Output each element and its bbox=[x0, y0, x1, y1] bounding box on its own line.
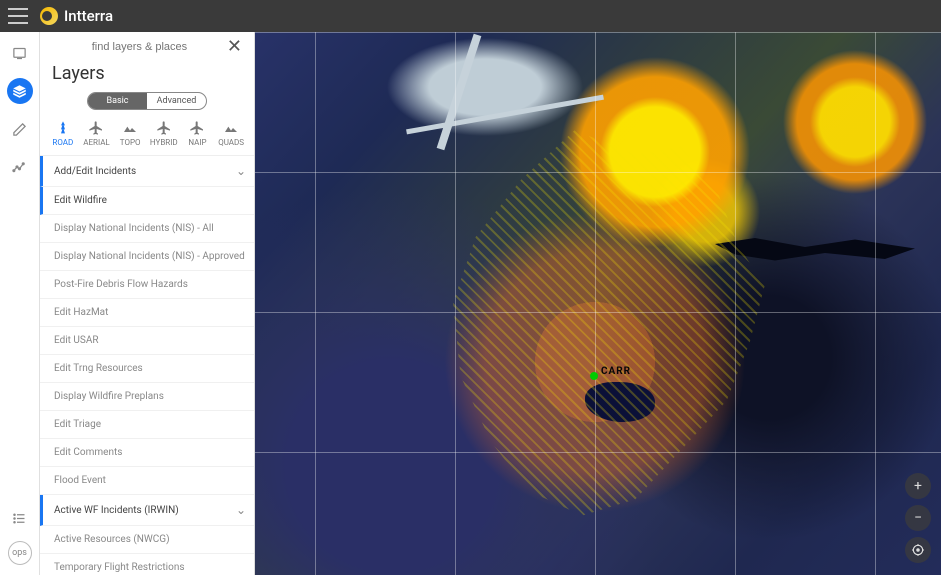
basemap-naip[interactable]: NAIP bbox=[181, 120, 213, 147]
app-header: Intterra bbox=[0, 0, 941, 32]
layer-label: Edit Wildfire bbox=[54, 195, 107, 206]
layer-item[interactable]: Display National Incidents (NIS) - All bbox=[40, 215, 254, 243]
basemap-quads[interactable]: QUADS bbox=[215, 120, 247, 147]
layer-label: Display National Incidents (NIS) - All bbox=[54, 223, 214, 234]
layer-label: Display Wildfire Preplans bbox=[54, 391, 164, 402]
chevron-down-icon: ⌄ bbox=[236, 503, 246, 517]
map-controls: + − bbox=[905, 473, 931, 563]
layer-item[interactable]: Active Resources (NWCG) bbox=[40, 526, 254, 554]
mode-toggle[interactable]: Basic Advanced bbox=[87, 92, 207, 110]
layer-label: Edit Trng Resources bbox=[54, 363, 143, 374]
locate-button[interactable] bbox=[905, 537, 931, 563]
basemap-topo[interactable]: TOPO bbox=[114, 120, 146, 147]
basemap-label: AERIAL bbox=[83, 138, 109, 147]
layer-label: Active Resources (NWCG) bbox=[54, 534, 170, 545]
layer-item[interactable]: Edit HazMat bbox=[40, 299, 254, 327]
layer-item[interactable]: Edit Wildfire bbox=[40, 187, 254, 215]
layer-label: Edit Comments bbox=[54, 447, 122, 458]
nav-layers[interactable] bbox=[7, 78, 33, 104]
basemap-label: ROAD bbox=[52, 138, 73, 147]
layer-item[interactable]: Edit USAR bbox=[40, 327, 254, 355]
layer-item[interactable]: Post-Fire Debris Flow Hazards bbox=[40, 271, 254, 299]
layer-label: Display National Incidents (NIS) - Appro… bbox=[54, 251, 245, 262]
nav-rail: ops bbox=[0, 32, 40, 575]
incident-marker[interactable] bbox=[590, 372, 598, 380]
basemap-label: QUADS bbox=[218, 138, 244, 147]
nav-list[interactable] bbox=[7, 505, 33, 531]
nav-analytics[interactable] bbox=[7, 154, 33, 180]
layer-item[interactable]: Temporary Flight Restrictions bbox=[40, 554, 254, 575]
layer-item[interactable]: Active WF Incidents (IRWIN) ⌄ bbox=[40, 495, 254, 526]
mode-basic[interactable]: Basic bbox=[88, 93, 147, 109]
layer-item[interactable]: Display Wildfire Preplans bbox=[40, 383, 254, 411]
layer-item[interactable]: Flood Event bbox=[40, 467, 254, 495]
close-icon[interactable]: ✕ bbox=[223, 36, 246, 57]
basemap-aerial[interactable]: AERIAL bbox=[80, 120, 112, 147]
app-logo: Intterra bbox=[40, 7, 113, 25]
map-grid bbox=[255, 32, 941, 575]
menu-icon[interactable] bbox=[8, 8, 28, 24]
layer-label: Edit USAR bbox=[54, 335, 99, 346]
layer-item[interactable]: Edit Comments bbox=[40, 439, 254, 467]
app-name: Intterra bbox=[64, 7, 113, 25]
basemap-label: NAIP bbox=[188, 138, 206, 147]
layer-label: Edit HazMat bbox=[54, 307, 108, 318]
chevron-down-icon: ⌄ bbox=[236, 164, 246, 178]
nav-edit[interactable] bbox=[7, 116, 33, 142]
layer-label: Active WF Incidents (IRWIN) bbox=[54, 505, 179, 516]
mode-advanced[interactable]: Advanced bbox=[147, 93, 206, 109]
layer-label: Flood Event bbox=[54, 475, 106, 486]
layer-label: Edit Triage bbox=[54, 419, 101, 430]
logo-swirl-icon bbox=[40, 7, 58, 25]
layers-panel: ✕ Layers Basic Advanced ROAD AERIAL TOPO HY… bbox=[40, 32, 255, 575]
incident-label: CARR bbox=[601, 366, 631, 377]
basemap-label: HYBRID bbox=[150, 138, 178, 147]
basemap-road[interactable]: ROAD bbox=[47, 120, 79, 147]
layer-label: Temporary Flight Restrictions bbox=[54, 562, 185, 573]
zoom-out-button[interactable]: − bbox=[905, 505, 931, 531]
zoom-in-button[interactable]: + bbox=[905, 473, 931, 499]
basemap-row: ROAD AERIAL TOPO HYBRID NAIP QUADS bbox=[40, 120, 254, 156]
layer-label: Add/Edit Incidents bbox=[54, 166, 136, 177]
layer-item[interactable]: Display National Incidents (NIS) - Appro… bbox=[40, 243, 254, 271]
layer-item[interactable]: Add/Edit Incidents ⌄ bbox=[40, 156, 254, 187]
nav-briefing[interactable] bbox=[7, 40, 33, 66]
layer-label: Post-Fire Debris Flow Hazards bbox=[54, 279, 188, 290]
layer-item[interactable]: Edit Triage bbox=[40, 411, 254, 439]
basemap-label: TOPO bbox=[120, 138, 141, 147]
nav-ops[interactable]: ops bbox=[8, 541, 32, 565]
search-input[interactable] bbox=[56, 41, 223, 53]
layer-item[interactable]: Edit Trng Resources bbox=[40, 355, 254, 383]
panel-title: Layers bbox=[40, 61, 254, 92]
map-canvas[interactable]: CARR + − bbox=[255, 32, 941, 575]
layer-list: Add/Edit Incidents ⌄ Edit Wildfire Display … bbox=[40, 156, 254, 575]
basemap-hybrid[interactable]: HYBRID bbox=[148, 120, 180, 147]
